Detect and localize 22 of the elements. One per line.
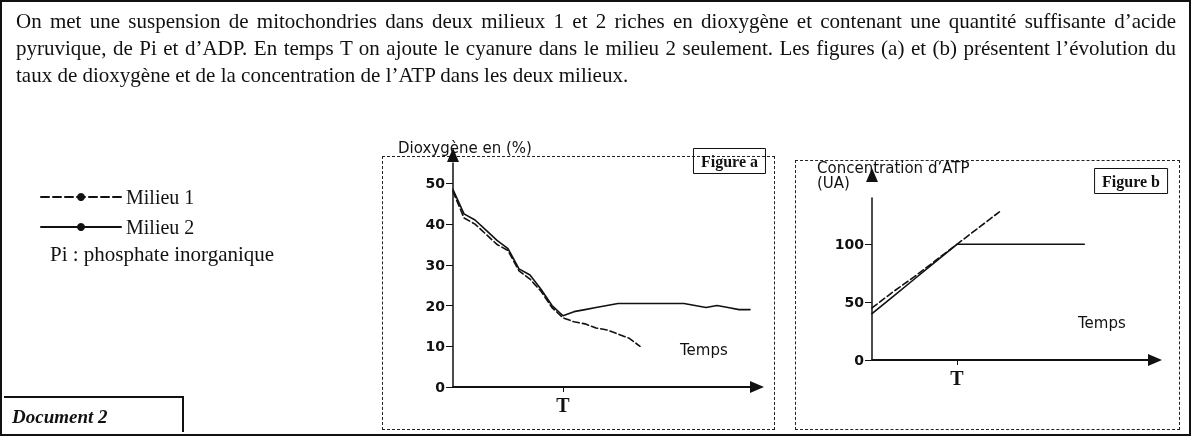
y-tick-label: 20 <box>425 297 446 314</box>
y-tick-label: 50 <box>844 294 865 311</box>
y-tick-label: 50 <box>425 175 446 192</box>
x-tick-label: T <box>950 367 965 389</box>
legend-label: Milieu 2 <box>126 216 195 238</box>
text: Document 2 <box>4 396 184 432</box>
y-tick-label: 0 <box>854 352 865 368</box>
y-axis-title: Dioxygène en (%) <box>398 138 532 157</box>
text: On met une suspension de mitochondries dans deux milieux 1 et 2 riches en dioxygène et contenant une quantité suffisante d’acide pyruvique, de Pi et d’ADP. En temps T on ajoute le cyanure dans le milieu 2 seulement. Les figures (a) et (b) présentent l’évolution du taux de dioxygène et de la concentration de l’ATP dans les deux milieux. <box>16 8 1176 89</box>
y-tick-label: 40 <box>425 216 446 233</box>
chart-title: Figure b <box>1102 172 1161 191</box>
x-axis-title: Temps <box>679 340 728 359</box>
x-tick-label: T <box>556 394 571 416</box>
y-tick-label: 10 <box>425 338 446 355</box>
chart-title: Figure a <box>700 152 758 171</box>
y-tick-label: 0 <box>435 379 446 395</box>
legend-label: Milieu 1 <box>126 186 195 208</box>
y-tick-label: 30 <box>425 256 446 273</box>
text: Pi : phosphate inorganique <box>50 242 275 267</box>
y-axis-title: Concentration d’ATP (UA) <box>817 158 970 192</box>
x-axis-title: Temps <box>1077 313 1126 332</box>
y-tick-label: 100 <box>834 236 865 253</box>
